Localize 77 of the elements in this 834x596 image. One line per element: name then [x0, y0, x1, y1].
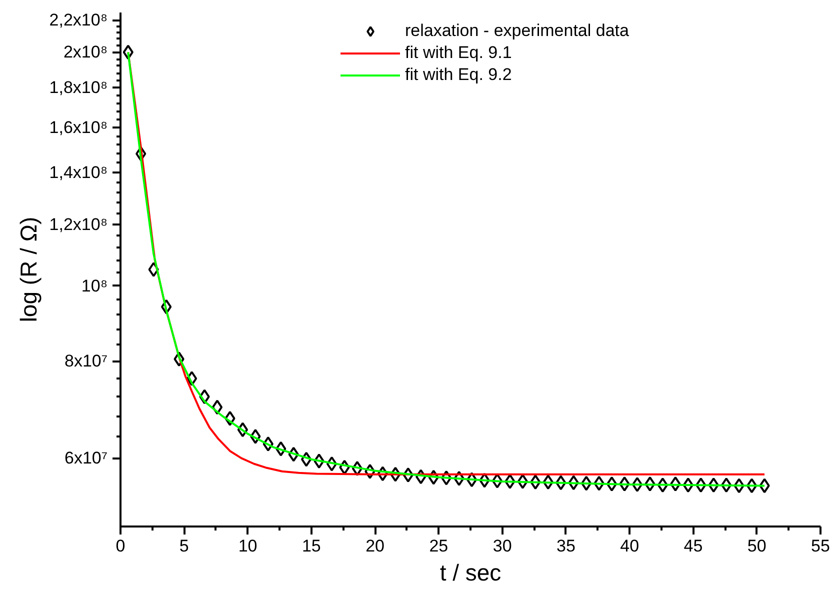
- point: [454, 470, 464, 486]
- point: [276, 441, 286, 456]
- point: [352, 460, 363, 476]
- point: [720, 478, 732, 493]
- y-tick-label: 2x10⁸: [63, 42, 108, 62]
- point: [237, 422, 248, 438]
- point: [594, 476, 604, 491]
- point: [148, 262, 159, 277]
- point: [708, 478, 719, 493]
- x-tick-label: 30: [492, 536, 512, 556]
- point: [314, 454, 324, 469]
- point: [364, 464, 376, 479]
- point: [517, 474, 528, 489]
- point: [568, 475, 579, 490]
- point: [479, 472, 490, 488]
- point: [288, 446, 299, 462]
- point: [174, 352, 184, 367]
- point: [606, 476, 618, 492]
- point: [224, 410, 236, 426]
- x-tick-label: 55: [811, 536, 830, 556]
- point: [160, 299, 172, 314]
- x-tick-label: 0: [116, 536, 126, 556]
- point: [136, 146, 146, 162]
- point: [402, 467, 414, 482]
- point: [262, 436, 274, 452]
- legend-label: relaxation - experimental data: [405, 20, 629, 42]
- x-tick-label: 35: [556, 536, 576, 556]
- y-tick-label: 1,8x10⁸: [49, 78, 108, 98]
- point: [619, 476, 630, 492]
- point: [326, 456, 338, 472]
- point: [542, 474, 554, 490]
- x-tick-label: 25: [429, 536, 448, 556]
- point: [759, 478, 770, 494]
- x-tick-label: 15: [302, 536, 321, 556]
- point: [300, 452, 312, 467]
- point: [466, 472, 478, 488]
- y-tick-label: 8x10⁷: [64, 352, 108, 371]
- point: [390, 466, 401, 482]
- x-axis-title: t / sec: [440, 560, 502, 586]
- point: [556, 475, 566, 490]
- y-tick-label: 10⁸: [81, 276, 108, 296]
- point: [199, 389, 210, 404]
- x-tick-label: 50: [747, 536, 766, 556]
- x-tick-label: 45: [684, 536, 703, 556]
- x-tick-label: 20: [366, 536, 385, 556]
- point: [580, 476, 592, 491]
- point: [644, 476, 656, 492]
- point: [632, 476, 643, 492]
- point: [492, 473, 503, 488]
- point: [428, 470, 439, 485]
- x-tick-label: 40: [620, 536, 640, 556]
- y-tick-label: 1,4x10⁸: [49, 162, 108, 182]
- point: [746, 478, 758, 494]
- point: [682, 478, 694, 493]
- x-tick-label: 10: [238, 536, 258, 556]
- y-axis-title: log (R / Ω): [15, 216, 42, 322]
- point: [504, 474, 516, 489]
- point: [696, 478, 706, 493]
- point: [250, 428, 261, 444]
- y-tick-label: 1,2x10⁸: [49, 214, 108, 234]
- point: [212, 400, 223, 415]
- y-tick-label: 6x10⁷: [64, 448, 108, 468]
- point: [416, 469, 426, 484]
- point: [670, 476, 681, 492]
- y-tick-label: 1,6x10⁸: [49, 118, 108, 137]
- point: [186, 370, 198, 386]
- point: [339, 460, 350, 475]
- legend-label: fit with Eq. 9.1: [405, 42, 512, 64]
- point: [122, 44, 134, 60]
- point: [377, 466, 388, 482]
- point: [440, 470, 452, 486]
- legend-label: fit with Eq. 9.2: [405, 64, 512, 86]
- point: [657, 478, 668, 493]
- y-tick-label: 2,2x10⁸: [49, 10, 108, 30]
- point: [734, 478, 744, 494]
- point: [530, 474, 541, 490]
- x-tick-label: 5: [179, 536, 189, 556]
